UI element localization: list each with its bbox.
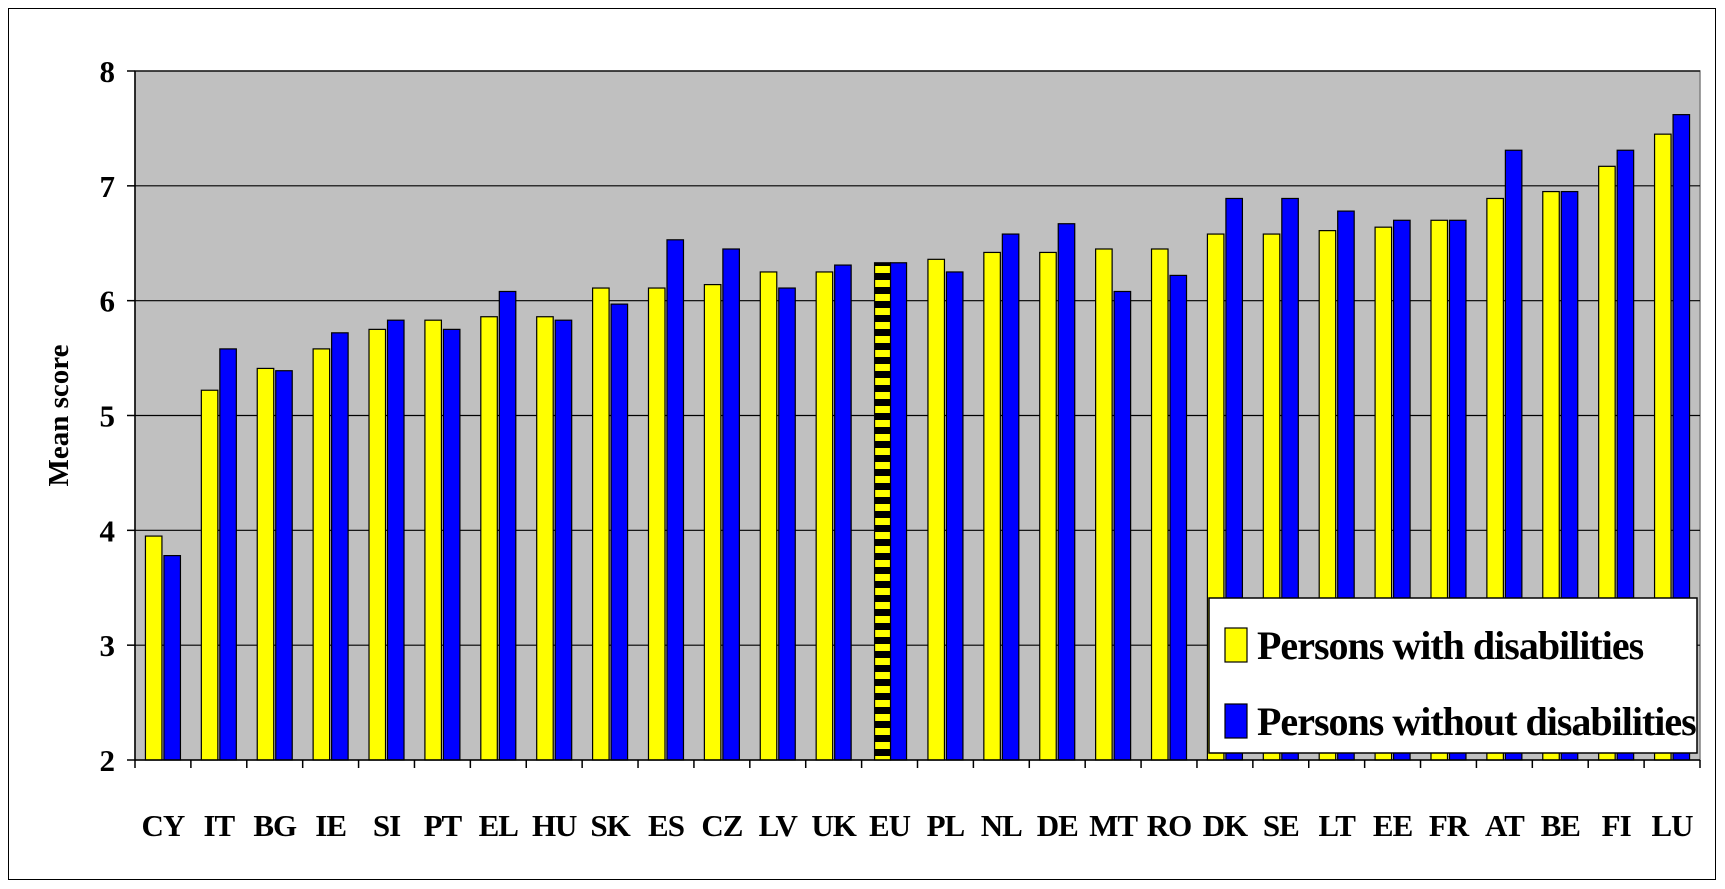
bar-it-with-disabilities [200, 389, 219, 761]
bar-it-without-disabilities [219, 348, 237, 761]
x-tick-label: PT [424, 808, 463, 843]
bar-lv-without-disabilities [778, 287, 796, 761]
bar-hu-without-disabilities [554, 319, 573, 761]
y-tick-label: 8 [100, 54, 116, 89]
bar-mt-without-disabilities [1113, 290, 1132, 761]
x-tick-labels: CY IT BG IE SI PT EL HU SK ES CZ LV UK EU PL NL DE MT RO DK… [142, 808, 1695, 843]
x-tick-label: DK [1203, 808, 1248, 843]
bar-cy-without-disabilities [163, 554, 182, 761]
y-tick-label: 5 [100, 399, 116, 434]
x-tick-label: SI [373, 808, 401, 843]
bar-bg-with-disabilities [256, 367, 275, 761]
legend-label-with-disabilities: Persons with disabilities [1257, 623, 1644, 668]
y-tick-labels: 2 3 4 5 6 7 8 [100, 54, 116, 778]
bar-si-without-disabilities [386, 319, 405, 761]
x-tick-label: EU [869, 808, 911, 843]
x-tick-label: LU [1652, 808, 1694, 843]
x-tick-label: LT [1318, 808, 1356, 843]
bar-sk-with-disabilities [591, 287, 610, 761]
x-tick-label: SE [1263, 808, 1299, 843]
legend-swatch-without-disabilities [1224, 703, 1248, 739]
bar-de-without-disabilities [1057, 223, 1076, 761]
bar-uk-without-disabilities [834, 264, 852, 761]
bar-lv-with-disabilities [759, 271, 778, 761]
bar-es-with-disabilities [647, 287, 666, 761]
legend: Persons with disabilities Persons withou… [1208, 597, 1698, 754]
bar-bg-without-disabilities [275, 370, 293, 761]
bar-cz-with-disabilities [703, 283, 722, 761]
x-tick-label: DE [1037, 808, 1078, 843]
x-tick-label: IT [203, 808, 235, 843]
bar-ro-with-disabilities [1150, 248, 1169, 761]
x-tick-label: FI [1602, 808, 1632, 843]
x-tick-label: EE [1373, 808, 1413, 843]
x-tick-label: NL [981, 808, 1022, 843]
y-tick-label: 4 [100, 513, 116, 548]
bar-pl-with-disabilities [927, 258, 946, 761]
x-tick-label: EL [479, 808, 519, 843]
x-tick-label: FR [1429, 808, 1470, 843]
bar-cy-with-disabilities [144, 535, 163, 761]
x-tick-label: UK [811, 808, 856, 843]
bar-pt-without-disabilities [442, 328, 461, 761]
bar-nl-with-disabilities [983, 251, 1001, 761]
y-tick-label: 2 [100, 743, 116, 778]
bar-si-with-disabilities [368, 328, 387, 761]
bar-hu-with-disabilities [536, 316, 554, 761]
axes [127, 70, 1701, 768]
x-tick-label: BG [253, 808, 297, 843]
bar-pt-with-disabilities [424, 319, 443, 761]
bar-ie-without-disabilities [331, 332, 349, 761]
y-axis-title: Mean score [43, 344, 75, 486]
bar-ro-without-disabilities [1169, 274, 1188, 761]
x-tick-label: BE [1541, 808, 1581, 843]
x-tick-label: LV [759, 808, 799, 843]
x-tick-label: ES [648, 808, 684, 843]
x-tick-label: MT [1089, 808, 1138, 843]
x-tick-label: HU [532, 808, 577, 843]
x-tick-label: SK [590, 808, 630, 843]
y-tick-label: 6 [100, 284, 116, 319]
bar-es-without-disabilities [666, 239, 685, 761]
bar-el-without-disabilities [498, 290, 517, 761]
x-tick-label: PL [927, 808, 965, 843]
x-tick-label: RO [1147, 808, 1192, 843]
x-tick-label: AT [1485, 808, 1525, 843]
bar-ie-with-disabilities [312, 348, 331, 761]
bar-sk-without-disabilities [610, 303, 629, 761]
bar-eu-average [873, 262, 892, 761]
x-tick-label: CY [142, 808, 185, 843]
bar-el-with-disabilities [480, 316, 498, 761]
bar-eu-average-without [889, 262, 908, 761]
legend-box [1208, 597, 1698, 754]
bar-de-with-disabilities [1039, 251, 1057, 761]
y-tick-label: 3 [100, 628, 116, 663]
bar-pl-without-disabilities [945, 271, 964, 761]
bar-cz-without-disabilities [722, 248, 740, 761]
y-tick-label: 7 [100, 169, 116, 204]
bar-mt-with-disabilities [1095, 248, 1113, 761]
bar-nl-without-disabilities [1001, 233, 1020, 761]
legend-label-without-disabilities: Persons without disabilities [1257, 699, 1696, 744]
x-tick-label: IE [315, 808, 346, 843]
x-tick-label: CZ [701, 808, 742, 843]
legend-swatch-with-disabilities [1224, 627, 1248, 663]
bar-uk-with-disabilities [815, 271, 834, 761]
